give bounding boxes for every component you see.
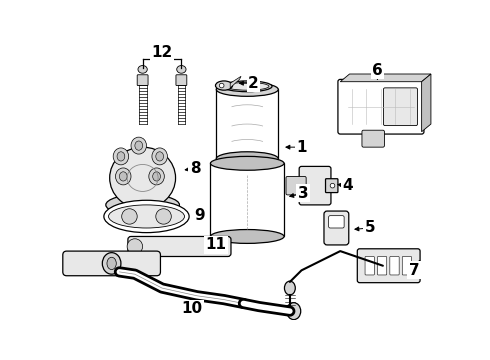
Ellipse shape <box>220 83 224 88</box>
FancyBboxPatch shape <box>325 179 338 193</box>
FancyBboxPatch shape <box>362 130 385 147</box>
FancyBboxPatch shape <box>128 237 231 256</box>
Ellipse shape <box>210 156 284 170</box>
FancyBboxPatch shape <box>137 75 148 86</box>
Text: 9: 9 <box>194 208 204 223</box>
Ellipse shape <box>127 239 143 254</box>
Ellipse shape <box>225 82 269 90</box>
Ellipse shape <box>177 66 186 73</box>
Text: 8: 8 <box>190 161 200 176</box>
FancyBboxPatch shape <box>377 256 387 275</box>
Text: 7: 7 <box>409 263 419 278</box>
Ellipse shape <box>117 152 125 161</box>
Ellipse shape <box>287 303 301 320</box>
Ellipse shape <box>102 253 121 274</box>
FancyBboxPatch shape <box>338 80 424 134</box>
Ellipse shape <box>113 148 129 165</box>
Ellipse shape <box>152 148 168 165</box>
FancyBboxPatch shape <box>286 176 306 195</box>
Ellipse shape <box>122 209 137 224</box>
FancyBboxPatch shape <box>402 256 412 275</box>
Ellipse shape <box>156 209 171 224</box>
Ellipse shape <box>153 172 160 181</box>
Text: 3: 3 <box>298 186 308 201</box>
Ellipse shape <box>116 168 131 185</box>
FancyBboxPatch shape <box>299 166 331 205</box>
Ellipse shape <box>285 281 295 295</box>
Ellipse shape <box>104 200 189 233</box>
Text: 10: 10 <box>181 301 202 316</box>
Ellipse shape <box>138 66 147 73</box>
Ellipse shape <box>216 152 278 166</box>
Ellipse shape <box>156 152 164 161</box>
Ellipse shape <box>222 81 272 92</box>
Text: 5: 5 <box>365 220 375 235</box>
Polygon shape <box>230 76 241 88</box>
Text: 6: 6 <box>372 63 383 78</box>
Ellipse shape <box>210 230 284 243</box>
FancyBboxPatch shape <box>384 88 417 126</box>
FancyBboxPatch shape <box>329 216 344 228</box>
Ellipse shape <box>120 172 127 181</box>
Ellipse shape <box>135 141 143 150</box>
FancyBboxPatch shape <box>357 249 420 283</box>
Text: 2: 2 <box>248 76 259 91</box>
Ellipse shape <box>216 242 225 251</box>
FancyBboxPatch shape <box>390 256 399 275</box>
Text: 12: 12 <box>151 45 172 60</box>
Ellipse shape <box>216 81 233 90</box>
Polygon shape <box>421 74 431 132</box>
Ellipse shape <box>330 183 335 188</box>
FancyBboxPatch shape <box>63 251 160 276</box>
Bar <box>210 163 284 237</box>
Ellipse shape <box>131 137 147 154</box>
Ellipse shape <box>110 147 175 209</box>
FancyBboxPatch shape <box>324 211 349 245</box>
FancyBboxPatch shape <box>176 75 187 86</box>
Ellipse shape <box>149 168 164 185</box>
Ellipse shape <box>106 194 179 216</box>
Text: 1: 1 <box>296 140 307 155</box>
Polygon shape <box>340 74 431 82</box>
FancyBboxPatch shape <box>365 256 374 275</box>
Ellipse shape <box>107 257 116 270</box>
Bar <box>216 89 278 159</box>
Ellipse shape <box>216 82 278 96</box>
Text: 4: 4 <box>343 178 353 193</box>
Ellipse shape <box>285 305 294 314</box>
Ellipse shape <box>108 205 184 228</box>
Text: 11: 11 <box>206 238 227 252</box>
